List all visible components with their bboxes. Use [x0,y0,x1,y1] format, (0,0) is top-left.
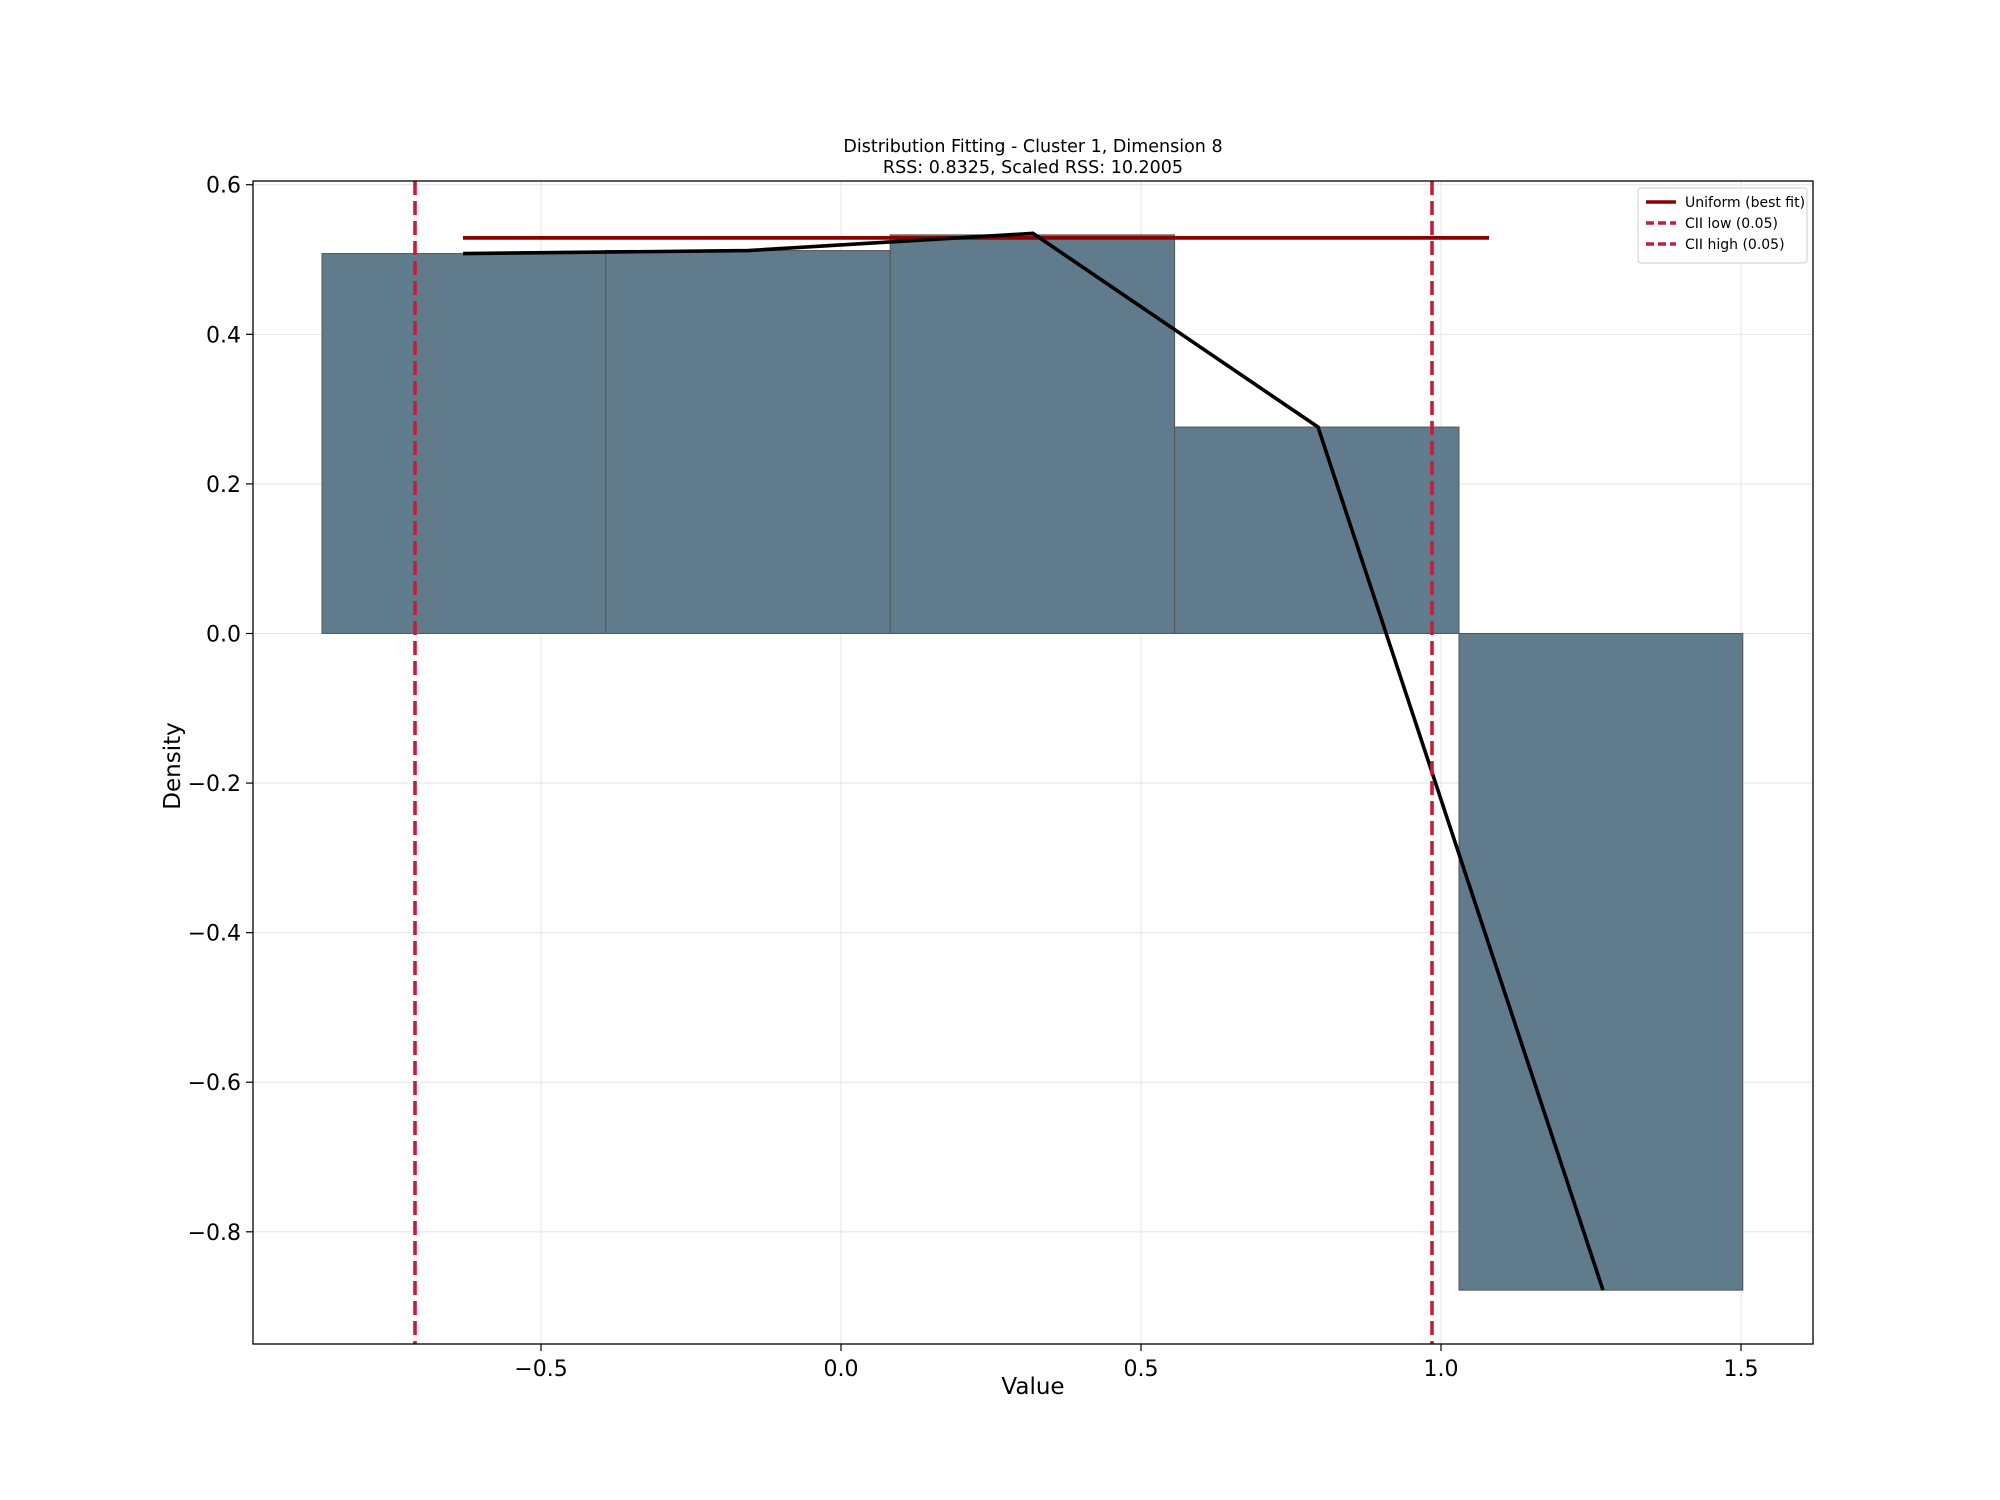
x-tick-label: 1.5 [1724,1357,1759,1382]
x-tick-label: 0.5 [1124,1357,1159,1382]
histogram-bar [1174,426,1460,634]
histogram-bar [889,234,1176,634]
y-tick-label: 0.0 [206,622,241,647]
plot-frame [252,180,1814,1345]
histogram-bar [321,253,607,634]
x-tick-label: 0.0 [824,1357,859,1382]
axis-ticks: −0.5 0.0 0.5 1.0 1.5 0.6 0.4 0.2 0.0 −0.2 −0.4 −0.6… [188,174,1759,1382]
y-tick-label: 0.4 [206,323,241,348]
y-tick-label: −0.6 [188,1071,241,1096]
x-tick-label: −0.5 [514,1357,567,1382]
y-tick-label: 0.6 [206,174,241,199]
histogram-bars [321,234,1744,1291]
histogram-bar [1458,632,1744,1291]
y-tick-label: −0.4 [188,922,241,947]
histogram-bar [605,250,891,634]
y-tick-label: −0.8 [188,1221,241,1246]
legend-entry: CII low (0.05) [1685,216,1778,232]
y-tick-label: 0.2 [206,473,241,498]
y-tick-label: −0.2 [188,772,241,797]
x-tick-label: 1.0 [1424,1357,1459,1382]
series-lines [413,181,1605,1344]
x-axis-label: Value [1001,1374,1064,1400]
legend-entry: Uniform (best fit) [1685,195,1805,211]
density-line [462,231,1605,1291]
y-axis-label: Density [160,722,186,809]
legend: Uniform (best fit) CII low (0.05) CII high… [1637,187,1808,264]
chart-subtitle: RSS: 0.8325, Scaled RSS: 10.2005 [883,158,1183,178]
legend-box [1637,187,1808,264]
legend-entry: CII high (0.05) [1685,237,1785,253]
chart-title: Distribution Fitting - Cluster 1, Dimens… [843,137,1222,157]
